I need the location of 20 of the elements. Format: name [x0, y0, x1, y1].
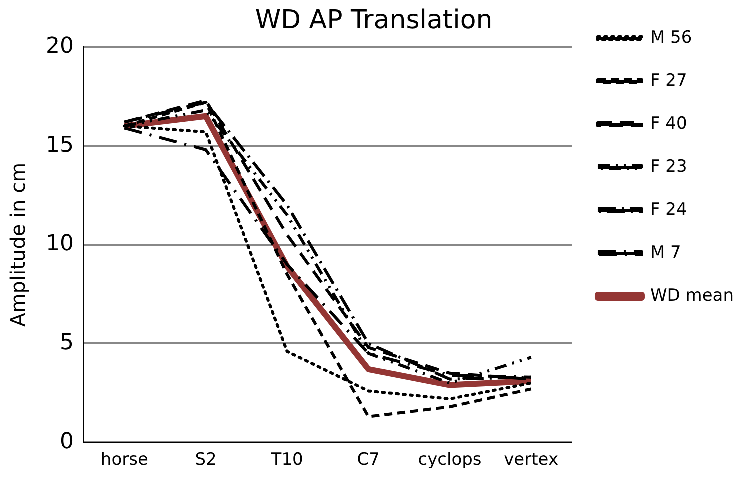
- x-tick-label: C7: [357, 450, 380, 470]
- x-tick-label: horse: [100, 450, 148, 470]
- x-tick-label: T10: [270, 450, 304, 470]
- legend-label: WD mean: [650, 286, 734, 306]
- x-tick-label: S2: [195, 450, 217, 470]
- x-tick-label: cyclops: [418, 450, 482, 470]
- legend-label: M 56: [650, 28, 692, 48]
- y-tick-label: 10: [46, 232, 74, 257]
- x-tick-label: vertex: [504, 450, 559, 470]
- legend-label: F 40: [650, 114, 688, 134]
- y-axis-title: Amplitude in cm: [6, 162, 30, 327]
- chart-title: WD AP Translation: [255, 5, 493, 36]
- y-tick-label: 0: [60, 429, 74, 454]
- y-tick-label: 5: [60, 330, 74, 356]
- legend-label: F 23: [650, 156, 688, 177]
- y-tick-label: 20: [46, 34, 74, 59]
- legend-label: F 24: [650, 200, 688, 220]
- legend-label: M 7: [650, 242, 682, 263]
- y-tick-label: 15: [46, 132, 74, 158]
- legend-label: F 27: [650, 70, 688, 91]
